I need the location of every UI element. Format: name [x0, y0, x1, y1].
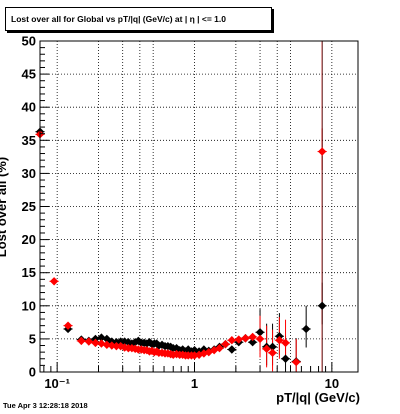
data-point	[248, 332, 257, 342]
data-point	[49, 277, 59, 286]
y-tick-label: 25	[22, 199, 36, 214]
data-point	[255, 328, 265, 337]
y-tick-label: 45	[22, 67, 36, 82]
x-tick-label: 10⁻¹	[44, 376, 70, 391]
y-tick-label: 35	[22, 133, 36, 148]
y-tick-label: 0	[29, 365, 36, 380]
data-point	[248, 338, 257, 347]
y-tick-label: 10	[22, 298, 36, 313]
series-red-points	[35, 130, 327, 367]
y-tick-label: 40	[22, 100, 36, 115]
timestamp: Tue Apr 3 12:28:18 2018	[3, 401, 88, 410]
y-tick-label: 20	[22, 232, 36, 247]
data-point	[301, 324, 311, 334]
data-point	[84, 337, 94, 346]
data-point	[281, 354, 290, 363]
data-point	[63, 321, 73, 330]
data-point	[291, 357, 301, 367]
data-point	[241, 334, 250, 343]
y-axis-label: Lost over all (%)	[0, 156, 9, 258]
data-point	[204, 347, 213, 357]
data-point	[227, 345, 237, 354]
chart-title: Lost over all for Global vs pT/|q| (GeV/…	[5, 7, 272, 31]
y-tick-labels: 0 5 10 15 20 25 30 35 40 45 50	[22, 34, 36, 380]
data-point	[221, 339, 230, 349]
data-point	[102, 334, 112, 344]
data-point	[215, 343, 224, 353]
error-bars	[259, 41, 323, 372]
data-point	[77, 336, 86, 346]
data-point	[134, 336, 143, 346]
x-tick-label: 10	[325, 376, 339, 391]
data-point	[91, 338, 100, 348]
x-axis-label: pT/|q| (GeV/c)	[276, 390, 360, 405]
series-black-points	[35, 127, 327, 366]
y-tick-label: 5	[29, 331, 36, 346]
y-tick-label: 30	[22, 166, 36, 181]
data-point	[227, 336, 237, 345]
y-tick-label: 15	[22, 265, 36, 280]
data-point	[255, 334, 265, 344]
data-point	[317, 301, 327, 310]
grid-lines	[40, 41, 358, 372]
data-point	[234, 335, 243, 344]
data-point	[268, 348, 277, 358]
data-point	[275, 336, 284, 345]
x-tick-label: 1	[191, 376, 198, 391]
data-point	[102, 340, 112, 350]
data-point	[262, 344, 271, 354]
axis-ticks	[40, 40, 333, 373]
data-point	[317, 147, 327, 156]
data-point	[281, 338, 290, 348]
y-tick-label: 50	[22, 34, 36, 49]
x-tick-labels: 10⁻¹ 1 10	[44, 376, 339, 391]
